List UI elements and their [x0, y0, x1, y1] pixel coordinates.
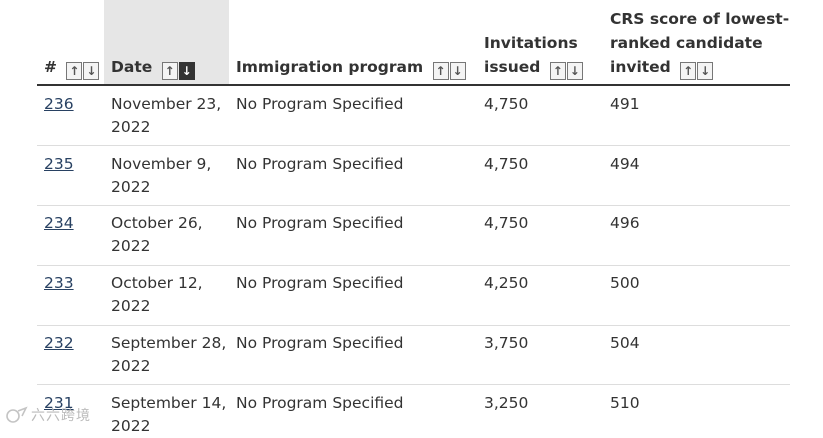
- program-cell: No Program Specified: [236, 394, 404, 412]
- date-cell: October 26, 2022: [111, 212, 203, 258]
- program-cell: No Program Specified: [236, 95, 404, 113]
- draw-number-link[interactable]: 232: [44, 334, 74, 352]
- row-divider: [37, 384, 790, 385]
- arrow-up-icon[interactable]: ↑: [66, 62, 83, 80]
- date-line2: 2022: [111, 297, 151, 315]
- watermark-logo-icon: [6, 406, 28, 423]
- column-header-crs[interactable]: CRS score of lowest- ranked candidate in…: [610, 7, 789, 80]
- date-line1: September 28,: [111, 334, 227, 352]
- date-cell: October 12, 2022: [111, 272, 203, 318]
- arrow-down-icon[interactable]: ↓: [697, 62, 714, 80]
- column-header-invitations-line2-wrap: issued ↑ ↓: [484, 55, 584, 80]
- draw-number-link[interactable]: 234: [44, 214, 74, 232]
- program-cell: No Program Specified: [236, 155, 404, 173]
- crs-cell: 491: [610, 95, 640, 113]
- crs-cell: 500: [610, 274, 640, 292]
- date-line1: October 26,: [111, 214, 203, 232]
- column-header-crs-line1: CRS score of lowest-: [610, 10, 790, 28]
- column-header-crs-line2: ranked candidate: [610, 34, 763, 52]
- arrow-down-icon[interactable]: ↓: [449, 62, 466, 80]
- draw-number-link[interactable]: 236: [44, 95, 74, 113]
- invitations-cell: 3,250: [484, 394, 529, 412]
- column-header-invitations-line1: Invitations: [484, 34, 578, 52]
- row-divider: [37, 205, 790, 206]
- column-header-crs-line3: invited: [610, 58, 671, 76]
- sort-controls: ↑ ↓: [549, 62, 584, 80]
- arrow-up-icon[interactable]: ↑: [680, 62, 697, 80]
- column-header-program[interactable]: Immigration program ↑ ↓: [236, 55, 467, 80]
- crs-cell: 510: [610, 394, 640, 412]
- sort-controls: ↑ ↓: [66, 62, 100, 80]
- date-cell: September 14, 2022: [111, 392, 226, 438]
- date-line1: September 14,: [111, 394, 227, 412]
- sort-controls: ↑ ↓: [680, 62, 714, 80]
- date-cell: September 28, 2022: [111, 332, 226, 378]
- date-line2: 2022: [111, 237, 151, 255]
- date-line2: 2022: [111, 118, 151, 136]
- program-cell: No Program Specified: [236, 334, 404, 352]
- invitations-cell: 4,750: [484, 155, 529, 173]
- arrow-down-icon[interactable]: ↓: [83, 62, 100, 80]
- invitations-cell: 4,750: [484, 214, 529, 232]
- column-header-date[interactable]: Date ↑ ↓: [111, 55, 196, 80]
- date-line1: November 23,: [111, 95, 222, 113]
- draw-number-link[interactable]: 233: [44, 274, 74, 292]
- row-divider: [37, 325, 790, 326]
- date-line2: 2022: [111, 417, 151, 435]
- arrow-up-icon[interactable]: ↑: [549, 62, 566, 80]
- arrow-down-icon[interactable]: ↓: [178, 62, 195, 80]
- date-line2: 2022: [111, 357, 151, 375]
- arrow-down-icon[interactable]: ↓: [566, 62, 583, 80]
- crs-cell: 496: [610, 214, 640, 232]
- column-header-number[interactable]: # ↑ ↓: [44, 55, 100, 80]
- watermark-text: 六六跨境: [31, 408, 91, 424]
- column-header-number-label: #: [44, 58, 57, 76]
- watermark: 六六跨境: [6, 405, 91, 425]
- date-cell: November 23, 2022: [111, 93, 221, 139]
- header-divider: [37, 84, 790, 86]
- invitations-cell: 4,250: [484, 274, 529, 292]
- crs-cell: 504: [610, 334, 640, 352]
- date-line1: October 12,: [111, 274, 203, 292]
- arrow-up-icon[interactable]: ↑: [161, 62, 178, 80]
- program-cell: No Program Specified: [236, 214, 404, 232]
- column-header-crs-line3-wrap: invited ↑ ↓: [610, 55, 789, 80]
- date-line2: 2022: [111, 178, 151, 196]
- sort-controls: ↑ ↓: [432, 62, 467, 80]
- program-cell: No Program Specified: [236, 274, 404, 292]
- column-header-invitations[interactable]: Invitations issued ↑ ↓: [484, 31, 584, 80]
- draw-number-link[interactable]: 235: [44, 155, 74, 173]
- date-cell: November 9, 2022: [111, 153, 211, 199]
- crs-cell: 494: [610, 155, 640, 173]
- invitations-cell: 4,750: [484, 95, 529, 113]
- row-divider: [37, 145, 790, 146]
- invitations-cell: 3,750: [484, 334, 529, 352]
- column-header-invitations-line2: issued: [484, 58, 541, 76]
- column-header-program-label: Immigration program: [236, 58, 424, 76]
- date-line1: November 9,: [111, 155, 212, 173]
- row-divider: [37, 265, 790, 266]
- sort-controls: ↑ ↓: [161, 62, 196, 80]
- column-header-date-label: Date: [111, 58, 153, 76]
- draw-number-link[interactable]: 231: [44, 394, 74, 412]
- arrow-up-icon[interactable]: ↑: [432, 62, 449, 80]
